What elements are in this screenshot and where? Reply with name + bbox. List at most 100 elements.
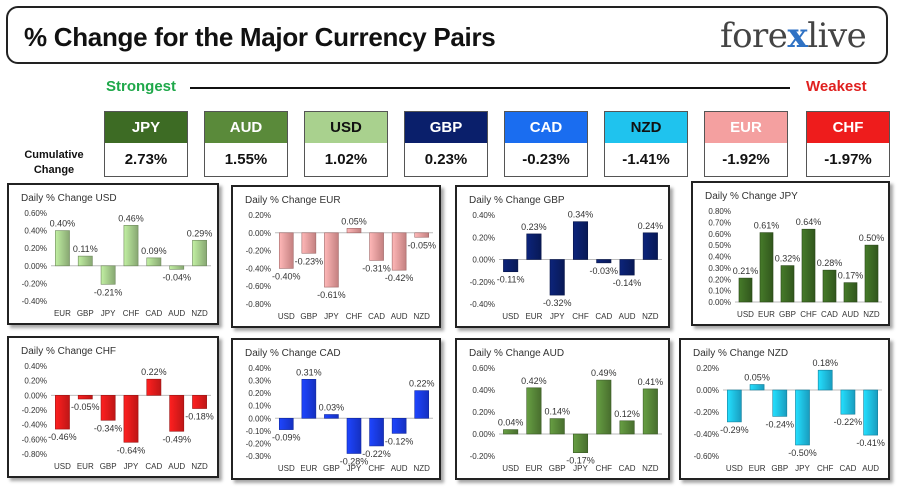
data-label: 0.14%	[544, 407, 570, 417]
y-tick-label: -0.80%	[22, 450, 47, 459]
x-tick-label: CHF	[123, 309, 140, 318]
bar-aud	[619, 259, 635, 276]
bar-jpy	[100, 265, 116, 285]
bar-jpy	[549, 259, 565, 296]
data-label: 0.29%	[187, 228, 213, 238]
x-tick-label: EUR	[749, 464, 766, 473]
y-tick-label: 0.40%	[24, 227, 47, 236]
panel-gbp: Daily % Change GBP -0.40% -0.20% 0.00% 0.20%…	[455, 185, 670, 328]
x-tick-label: NZD	[191, 462, 208, 471]
currency-box-aud: AUD 1.55%	[204, 111, 288, 177]
y-tick-label: -0.80%	[246, 300, 271, 309]
data-label: -0.40%	[272, 271, 301, 281]
bar-eur	[526, 233, 542, 260]
data-label: 0.61%	[754, 221, 780, 231]
data-label: -0.34%	[94, 423, 123, 433]
currency-cumulative-value: 2.73%	[124, 151, 168, 168]
data-label: 0.22%	[141, 367, 167, 377]
x-tick-label: EUR	[300, 464, 317, 473]
bar-nzd	[414, 390, 430, 419]
x-tick-label: GBP	[549, 464, 566, 473]
y-tick-label: 0.00%	[24, 262, 47, 271]
x-tick-label: EUR	[758, 310, 775, 319]
x-tick-label: AUD	[168, 462, 185, 471]
currency-code: CHF	[807, 112, 889, 143]
x-tick-label: AUD	[391, 312, 408, 321]
x-tick-label: AUD	[862, 464, 879, 473]
bar-usd	[55, 395, 70, 430]
x-tick-label: GBP	[100, 462, 117, 471]
x-tick-label: JPY	[347, 464, 362, 473]
x-tick-label: CHF	[368, 464, 385, 473]
bar-aud	[169, 395, 185, 432]
data-label: -0.23%	[295, 256, 324, 266]
x-tick-label: EUR	[525, 312, 542, 321]
data-label: -0.09%	[272, 433, 301, 443]
x-tick-label: GBP	[779, 310, 796, 319]
data-label: -0.04%	[162, 272, 191, 282]
strongest-label: Strongest	[106, 78, 177, 95]
data-label: 0.46%	[118, 213, 144, 223]
bar-usd	[503, 259, 519, 273]
y-tick-label: 0.40%	[472, 386, 495, 395]
panel-nzd: Daily % Change NZD -0.60% -0.40% -0.20% 0.00…	[679, 338, 890, 480]
bar-gbp	[100, 395, 116, 421]
data-label: 0.09%	[141, 246, 167, 256]
x-tick-label: NZD	[413, 312, 430, 321]
bar-gbp	[324, 414, 339, 419]
currency-cumulative-value: -1.41%	[622, 151, 670, 168]
y-tick-label: -0.30%	[246, 452, 271, 461]
y-tick-label: 0.10%	[248, 402, 271, 411]
chart-title: Daily % Change NZD	[693, 348, 788, 359]
chart-cad: Daily % Change CAD -0.30% -0.20% -0.10% 0.00…	[245, 348, 434, 473]
bar-nzd	[192, 239, 207, 267]
x-tick-label: NZD	[413, 464, 430, 473]
x-tick-label: GBP	[77, 309, 94, 318]
cumulative-change-label: Cumulative Change	[24, 149, 84, 176]
y-tick-label: -0.20%	[22, 279, 47, 288]
panel-eur: Daily % Change EUR -0.80% -0.60% -0.40% -0.2…	[231, 185, 441, 328]
currency-box-eur: EUR -1.92%	[704, 111, 788, 177]
x-tick-label: CHF	[817, 464, 834, 473]
x-tick-label: NZD	[191, 309, 208, 318]
chart-nzd: Daily % Change NZD -0.60% -0.40% -0.20% 0.00…	[693, 348, 885, 473]
bar-jpy	[795, 389, 810, 446]
data-label: -0.14%	[613, 278, 642, 288]
bar-nzd	[642, 388, 658, 435]
x-tick-label: AUD	[619, 312, 636, 321]
x-tick-label: CAD	[839, 464, 856, 473]
bar-nzd	[642, 232, 658, 260]
x-tick-label: CHF	[596, 464, 613, 473]
y-tick-label: 0.40%	[248, 364, 271, 373]
currency-cumulative-value: 0.23%	[424, 151, 468, 168]
x-tick-label: USD	[502, 312, 519, 321]
bar-jpy	[346, 417, 362, 454]
bar-nzd	[192, 395, 207, 409]
x-tick-label: JPY	[795, 464, 810, 473]
currency-code: GBP	[405, 112, 487, 143]
data-label: -0.18%	[185, 412, 214, 422]
bar-usd	[278, 232, 294, 269]
x-tick-label: USD	[278, 464, 295, 473]
y-tick-label: 0.30%	[248, 377, 271, 386]
x-tick-label: GBP	[323, 464, 340, 473]
data-label: -0.29%	[720, 425, 749, 435]
chart-title: Daily % Change JPY	[705, 191, 798, 202]
x-tick-label: JPY	[550, 312, 565, 321]
data-label: 0.04%	[498, 418, 524, 428]
data-label: 0.05%	[744, 373, 770, 383]
data-label: 0.32%	[775, 254, 801, 264]
x-tick-label: CAD	[821, 310, 838, 319]
bar-jpy	[572, 433, 589, 454]
currency-box-cad: CAD -0.23%	[504, 111, 588, 177]
y-tick-label: -0.60%	[694, 452, 719, 461]
bar-gbp	[780, 265, 795, 303]
data-label: -0.22%	[834, 417, 863, 427]
y-tick-label: 0.00%	[248, 414, 271, 423]
x-tick-label: CHF	[346, 312, 363, 321]
currency-cumulative-value: -1.92%	[722, 151, 770, 168]
bar-usd	[278, 417, 294, 430]
x-tick-label: EUR	[525, 464, 542, 473]
y-tick-label: 0.60%	[708, 230, 731, 239]
x-tick-label: AUD	[168, 309, 185, 318]
